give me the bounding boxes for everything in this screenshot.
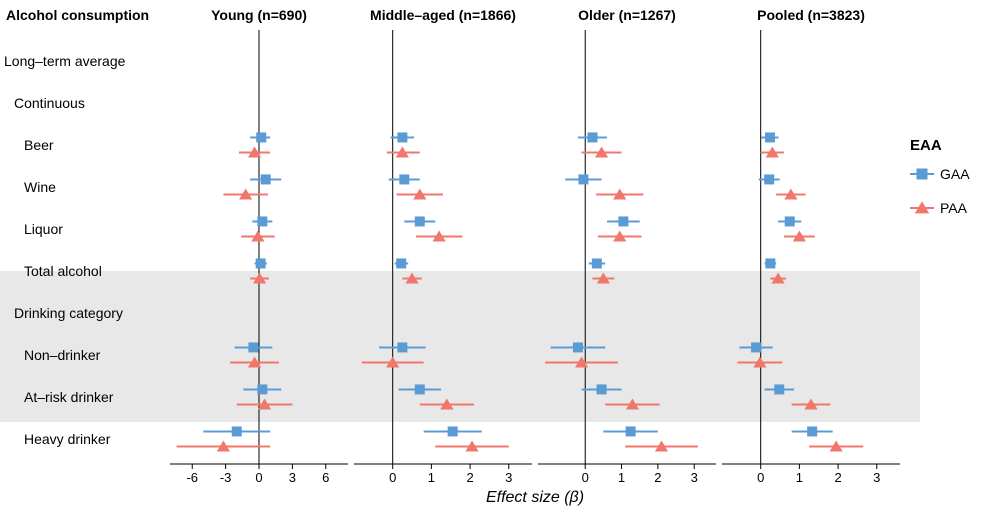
tick-label: 3 (289, 470, 296, 485)
tick-label: 1 (428, 470, 435, 485)
row-label-total: Total alcohol (24, 263, 102, 279)
ylabel-header: Alcohol consumption (6, 7, 149, 23)
tick-label: 3 (873, 470, 880, 485)
marker-square (396, 258, 406, 268)
marker-square (765, 258, 775, 268)
marker-square (587, 132, 597, 142)
marker-square (415, 216, 425, 226)
tick-label: 1 (796, 470, 803, 485)
marker-square (261, 174, 271, 184)
panel-title-young: Young (n=690) (211, 7, 307, 23)
category-highlight-band (0, 271, 920, 422)
marker-square (397, 342, 407, 352)
marker-square (397, 132, 407, 142)
row-label-heavy: Heavy drinker (24, 431, 111, 447)
panel-title-older: Older (n=1267) (578, 7, 676, 23)
marker-square (578, 174, 588, 184)
marker-square (774, 384, 784, 394)
legend-label: PAA (940, 200, 968, 216)
tick-label: 6 (322, 470, 329, 485)
tick-label: 2 (466, 470, 473, 485)
tick-label: -6 (186, 470, 198, 485)
tick-label: -3 (220, 470, 232, 485)
tick-label: 0 (255, 470, 262, 485)
marker-square (785, 216, 795, 226)
marker-square (256, 258, 266, 268)
tick-label: 1 (618, 470, 625, 485)
marker-square (248, 342, 258, 352)
marker-square (257, 384, 267, 394)
forest-plot: Alcohol consumption Long–term average Cont… (0, 0, 1000, 508)
row-label-non: Non–drinker (24, 347, 101, 363)
row-label-liquor: Liquor (24, 221, 63, 237)
row-label-lta_header: Long–term average (4, 53, 126, 69)
marker-square (597, 384, 607, 394)
row-label-atrisk: At–risk drinker (24, 389, 114, 405)
marker-square (765, 132, 775, 142)
legend-marker-square (917, 169, 928, 180)
marker-square (256, 132, 266, 142)
x-axis-label: Effect size (β) (486, 489, 584, 506)
row-label-beer: Beer (24, 137, 54, 153)
marker-square (399, 174, 409, 184)
tick-label: 3 (691, 470, 698, 485)
marker-square (751, 342, 761, 352)
tick-label: 0 (757, 470, 764, 485)
tick-label: 0 (582, 470, 589, 485)
marker-square (415, 384, 425, 394)
tick-label: 2 (834, 470, 841, 485)
row-label-wine: Wine (24, 179, 56, 195)
tick-label: 0 (389, 470, 396, 485)
forest-plot-svg: Alcohol consumption Long–term average Cont… (0, 0, 1000, 508)
row-label-cont_header: Continuous (14, 95, 85, 111)
marker-square (764, 174, 774, 184)
marker-square (592, 258, 602, 268)
marker-square (232, 426, 242, 436)
legend-label: GAA (940, 166, 970, 182)
row-label-cat_header: Drinking category (14, 305, 123, 321)
marker-square (448, 426, 458, 436)
tick-label: 2 (654, 470, 661, 485)
marker-square (257, 216, 267, 226)
legend-title: EAA (910, 137, 942, 154)
tick-label: 3 (505, 470, 512, 485)
panel-title-middle: Middle–aged (n=1866) (370, 7, 516, 23)
marker-square (573, 342, 583, 352)
marker-square (626, 426, 636, 436)
marker-square (807, 426, 817, 436)
marker-square (618, 216, 628, 226)
panel-title-pooled: Pooled (n=3823) (757, 7, 865, 23)
